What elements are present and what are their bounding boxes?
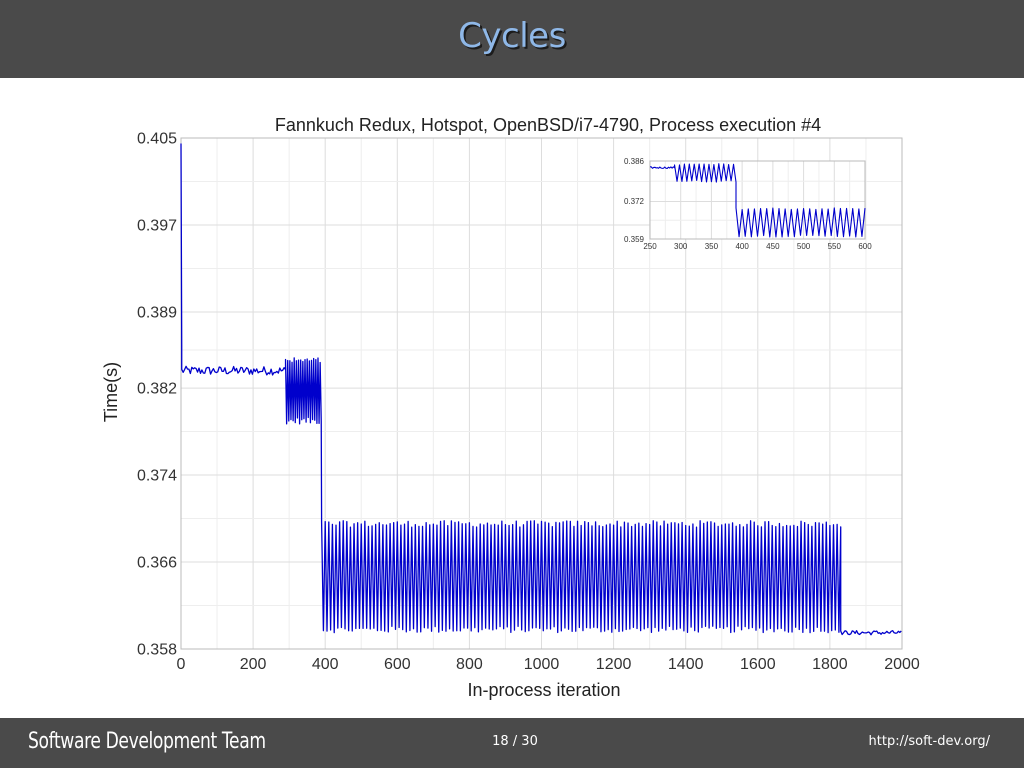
inset-y-tick-label: 0.372 [624, 197, 645, 206]
inset-x-tick-label: 250 [643, 242, 657, 251]
y-tick-label: 0.397 [137, 218, 177, 235]
main-plot: 0 200 400 600 800 1000 1200 1400 1600 1800 2000 0.3… [137, 131, 920, 673]
y-tick-label: 0.366 [137, 555, 177, 572]
inset-y-tick-label: 0.386 [624, 157, 645, 166]
inset-x-tick-label: 350 [705, 242, 719, 251]
y-axis-label: Time(s) [101, 362, 121, 422]
inset-x-tick-label: 500 [797, 242, 811, 251]
x-tick-label: 1200 [596, 656, 632, 673]
inset-x-tick-label: 400 [735, 242, 749, 251]
plot-frame [180, 137, 903, 650]
x-tick-label: 200 [240, 656, 267, 673]
inset-plot: 250 300 350 400 450 500 550 600 0.359 0.372 0.386 [624, 157, 872, 251]
x-tick-label: 0 [177, 656, 186, 673]
y-tick-label: 0.405 [137, 131, 177, 148]
x-tick-label: 1000 [524, 656, 560, 673]
inset-plot-frame [649, 160, 866, 240]
inset-series-line [650, 163, 866, 238]
x-tick-label: 1400 [668, 656, 704, 673]
inset-x-tick-label: 550 [828, 242, 842, 251]
x-tick-label: 600 [384, 656, 411, 673]
slide-title: Cycles [458, 16, 566, 56]
y-tick-label: 0.358 [137, 642, 177, 659]
page-indicator: 18 / 30 [492, 734, 538, 749]
x-tick-label: 800 [456, 656, 483, 673]
footer-team: Software Development Team [28, 729, 266, 754]
inset-x-tick-label: 600 [858, 242, 872, 251]
title-bar: Cycles [0, 0, 1024, 78]
x-tick-label: 400 [312, 656, 339, 673]
x-tick-label: 1800 [812, 656, 848, 673]
inset-x-tick-label: 450 [766, 242, 780, 251]
footer-bar: Software Development Team 18 / 30 http:/… [0, 718, 1024, 768]
x-axis-label: In-process iteration [467, 680, 620, 700]
inset-x-tick-label: 300 [674, 242, 688, 251]
chart-title: Fannkuch Redux, Hotspot, OpenBSD/i7-4790… [275, 115, 821, 135]
x-tick-label: 1600 [740, 656, 776, 673]
y-tick-label: 0.374 [137, 468, 177, 485]
chart-area: Fannkuch Redux, Hotspot, OpenBSD/i7-4790… [101, 115, 920, 700]
series-line [180, 143, 902, 636]
inset-y-tick-label: 0.359 [624, 235, 645, 244]
x-tick-label: 2000 [884, 656, 920, 673]
y-tick-label: 0.382 [137, 381, 177, 398]
y-tick-label: 0.389 [137, 305, 177, 322]
footer-url[interactable]: http://soft-dev.org/ [868, 734, 990, 749]
